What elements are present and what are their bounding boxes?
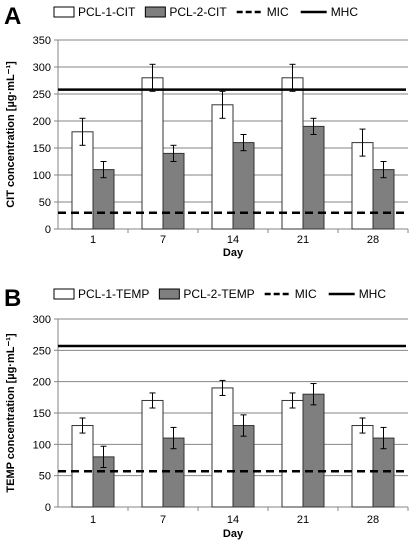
y-tick-label: 250 <box>33 89 51 101</box>
y-tick-label: 200 <box>33 116 51 128</box>
bar-pcl-1-temp-day-14 <box>211 387 234 508</box>
bar-pcl-1-cit-day-14 <box>211 104 234 230</box>
legend-label: PCL-2-CIT <box>169 5 227 19</box>
y-tick-label: 50 <box>39 471 51 483</box>
bar-pcl-1-temp-day-21 <box>281 399 304 508</box>
x-tick-label: 14 <box>227 514 239 526</box>
legend-label: PCL-1-TEMP <box>78 287 149 301</box>
bar-pcl-1-cit-day-7 <box>141 77 164 230</box>
y-tick-label: 150 <box>33 408 51 420</box>
x-tick-label: 21 <box>297 234 309 246</box>
legend-label: PCL-2-TEMP <box>183 287 254 301</box>
bar-pcl-2-cit-day-1 <box>92 169 115 230</box>
bar-pcl-2-cit-day-28 <box>372 169 395 230</box>
legend-swatch-0 <box>53 6 75 18</box>
legend-swatch-1 <box>158 288 180 300</box>
chart-panel-b: B PCL-1-TEMP PCL-2-TEMP MIC MHC 0 50 100 150 200 2… <box>4 285 409 540</box>
y-tick-label: 0 <box>45 224 51 236</box>
bar-pcl-1-temp-day-7 <box>141 399 164 508</box>
x-axis-title: Day <box>223 528 244 540</box>
bar-pcl-2-temp-day-14 <box>232 425 255 508</box>
y-tick-label: 350 <box>33 35 51 47</box>
y-tick-label: 150 <box>33 143 51 155</box>
legend-label: MIC <box>267 5 289 19</box>
y-tick-label: 300 <box>33 314 51 326</box>
panel-letter: A <box>4 3 21 30</box>
x-tick-label: 1 <box>90 234 96 246</box>
chart-panel-a: A PCL-1-CIT PCL-2-CIT MIC MHC 0 50 100 150 200 250… <box>4 3 409 259</box>
bar-pcl-1-cit-day-21 <box>281 77 304 230</box>
legend-label: MHC <box>359 287 387 301</box>
y-tick-label: 50 <box>39 197 51 209</box>
y-tick-label: 300 <box>33 62 51 74</box>
x-axis-title: Day <box>223 247 244 259</box>
y-tick-label: 200 <box>33 377 51 389</box>
legend-label: PCL-1-CIT <box>78 5 136 19</box>
bar-pcl-2-cit-day-7 <box>162 152 185 230</box>
x-tick-label: 21 <box>297 514 309 526</box>
x-tick-label: 14 <box>227 234 239 246</box>
y-axis-title: CIT concentration [µg·mL⁻¹] <box>5 61 17 208</box>
y-tick-label: 250 <box>33 345 51 357</box>
y-tick-label: 100 <box>33 170 51 182</box>
y-axis-title: TEMP concentration [µg·mL⁻¹] <box>5 333 17 493</box>
legend-label: MHC <box>331 5 359 19</box>
x-tick-label: 28 <box>367 514 379 526</box>
x-tick-label: 1 <box>90 514 96 526</box>
y-tick-label: 100 <box>33 439 51 451</box>
legend: PCL-1-TEMP PCL-2-TEMP MIC MHC <box>53 287 387 301</box>
x-tick-label: 7 <box>160 514 166 526</box>
legend: PCL-1-CIT PCL-2-CIT MIC MHC <box>53 5 359 19</box>
y-tick-label: 0 <box>45 502 51 514</box>
panel-letter: B <box>4 285 21 312</box>
x-tick-label: 7 <box>160 234 166 246</box>
bar-pcl-1-temp-day-28 <box>351 425 374 508</box>
legend-swatch-1 <box>144 6 166 18</box>
bar-pcl-1-cit-day-1 <box>71 131 94 230</box>
legend-swatch-0 <box>53 288 75 300</box>
bar-pcl-2-temp-day-21 <box>302 393 325 508</box>
bar-pcl-2-cit-day-14 <box>232 142 255 230</box>
x-tick-label: 28 <box>367 234 379 246</box>
bar-pcl-1-temp-day-1 <box>71 425 94 508</box>
legend-label: MIC <box>295 287 317 301</box>
